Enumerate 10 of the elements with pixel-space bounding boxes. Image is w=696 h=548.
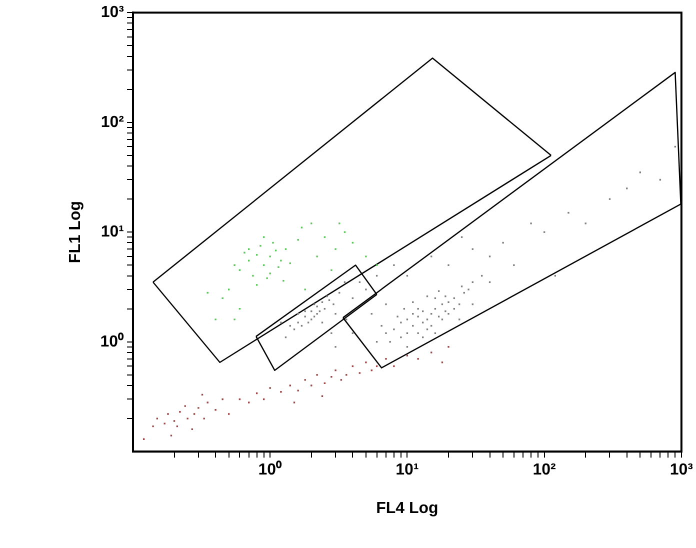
x-tick-label: 10²	[532, 462, 556, 479]
y-axis-title: FL1 Log	[67, 200, 84, 264]
y-tick-label: 10²	[100, 114, 124, 131]
y-tick-label: 10³	[100, 4, 124, 22]
x-tick-label: 10⁰	[258, 460, 282, 479]
x-tick-label: 10³	[670, 462, 693, 479]
y-tick-label: 10⁰	[100, 332, 124, 350]
x-tick-label: 10¹	[396, 462, 419, 479]
x-axis-title: FL4 Log	[376, 500, 438, 517]
y-tick-label: 10¹	[100, 224, 124, 241]
